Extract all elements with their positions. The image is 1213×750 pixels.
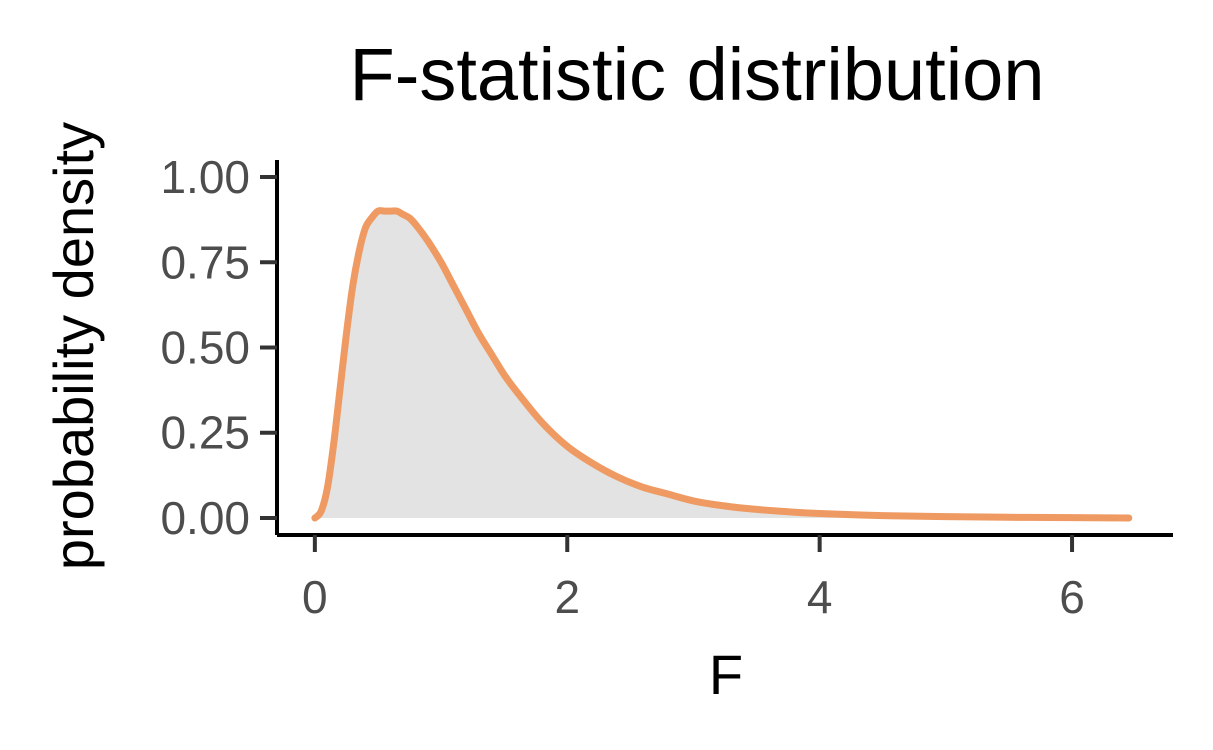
x-tick-label: 6 xyxy=(1059,571,1085,623)
y-tick-label: 0.75 xyxy=(160,236,250,288)
y-tick-label: 0.50 xyxy=(160,322,250,374)
y-tick-label: 0.25 xyxy=(160,407,250,459)
density-area-0 xyxy=(314,210,1129,518)
y-axis-title: probability density xyxy=(42,122,105,570)
x-tick-label: 0 xyxy=(302,571,328,623)
y-tick-label: 1.00 xyxy=(160,151,250,203)
x-tick-label: 2 xyxy=(554,571,580,623)
plot-area xyxy=(311,207,1133,522)
axes: 0.00 0.25 0.50 0.75 1.00 0 2 4 6 xyxy=(160,151,1173,623)
y-tick-label: 0.00 xyxy=(160,492,250,544)
x-axis-title: F xyxy=(709,643,743,706)
x-tick-label: 4 xyxy=(807,571,833,623)
density-curve-0 xyxy=(311,207,1133,522)
chart-title: F-statistic distribution xyxy=(350,33,1045,116)
